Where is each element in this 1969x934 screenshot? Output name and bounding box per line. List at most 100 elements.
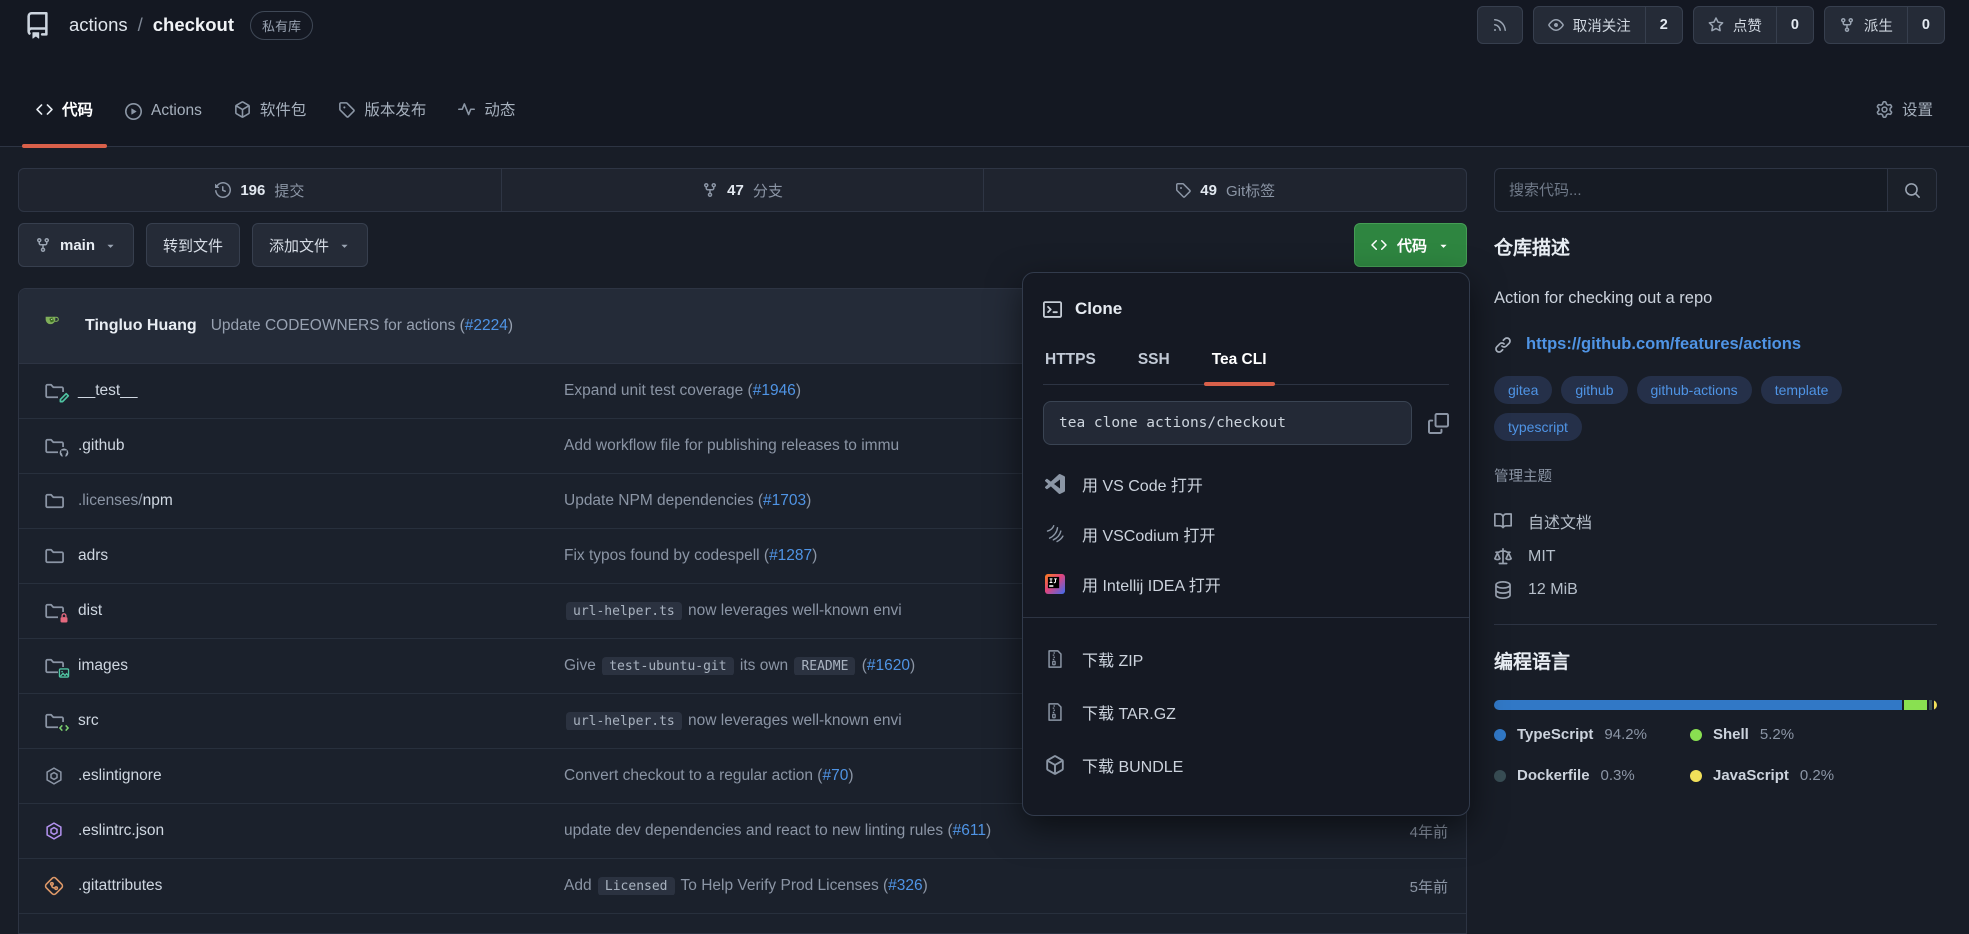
star-count[interactable]: 0: [1775, 7, 1813, 43]
package-icon: [1045, 754, 1065, 775]
breadcrumb-separator: /: [137, 14, 143, 35]
open-vscode[interactable]: 用 VS Code 打开: [1043, 459, 1449, 509]
issue-link[interactable]: #611: [952, 822, 986, 839]
file-name[interactable]: __test__: [78, 382, 138, 399]
code-search-button[interactable]: [1887, 169, 1936, 211]
file-name[interactable]: .licenses/npm: [78, 492, 173, 509]
file-row[interactable]: .licenses/npm Update NPM dependencies (#…: [19, 474, 1466, 529]
clone-dropdown: Clone HTTPS SSH Tea CLI tea clone actions/…: [1022, 272, 1470, 816]
issue-link[interactable]: #2224: [464, 317, 508, 334]
meta-size-label: 12 MiB: [1528, 581, 1578, 598]
file-name[interactable]: .gitattributes: [78, 877, 163, 894]
meta-readme[interactable]: 自述文档: [1494, 509, 1937, 533]
tab-settings-label: 设置: [1901, 102, 1933, 119]
rss-button[interactable]: [1476, 6, 1523, 44]
file-row[interactable]: __test__ Expand unit test coverage (#194…: [19, 364, 1466, 419]
open-intellij-label: 用 Intellij IDEA 打开: [1082, 578, 1221, 595]
open-vscodium-label: 用 VSCodium 打开: [1082, 528, 1216, 545]
file-name[interactable]: dist: [78, 602, 103, 619]
stat-branches[interactable]: 47 分支: [500, 169, 984, 211]
eye-icon: [1547, 17, 1564, 33]
file-row[interactable]: images Give test-ubuntu-git its own READ…: [19, 639, 1466, 694]
file-toolbar: main 转到文件 添加文件 代码: [18, 223, 1467, 267]
issue-link[interactable]: #1287: [769, 547, 813, 564]
breadcrumb-repo[interactable]: checkout: [152, 14, 234, 35]
unwatch-count[interactable]: 2: [1644, 7, 1682, 43]
file-row[interactable]: dist url-helper.ts now leverages well-kn…: [19, 584, 1466, 639]
download-bundle[interactable]: 下载 BUNDLE: [1043, 738, 1449, 791]
gear-icon: [1876, 100, 1893, 118]
breadcrumb-owner[interactable]: actions: [69, 14, 128, 35]
file-row[interactable]: .eslintignore Convert checkout to a regu…: [19, 749, 1466, 804]
search-icon: [1904, 182, 1921, 199]
fork-count[interactable]: 0: [1906, 7, 1944, 43]
stat-tags[interactable]: 49 Git标签: [983, 169, 1466, 211]
file-name[interactable]: images: [78, 657, 128, 674]
language-bar-shell: [1904, 700, 1927, 710]
stat-commits[interactable]: 196 提交: [19, 169, 501, 211]
unwatch-button[interactable]: 取消关注 2: [1532, 6, 1683, 44]
open-intellij[interactable]: 用 Intellij IDEA 打开: [1043, 559, 1449, 609]
fork-button[interactable]: 派生 0: [1823, 6, 1945, 44]
stat-commits-label: 提交: [274, 182, 305, 200]
tab-settings[interactable]: 设置: [1860, 98, 1949, 146]
issue-link[interactable]: #70: [822, 767, 849, 784]
copy-icon[interactable]: [1428, 412, 1449, 434]
clone-tab-https[interactable]: HTTPS: [1045, 351, 1096, 368]
branch-icon: [35, 237, 51, 253]
clone-tab-tea-cli[interactable]: Tea CLI: [1203, 351, 1275, 386]
issue-link[interactable]: #1620: [866, 657, 910, 674]
language-legend-javascript[interactable]: JavaScript 0.2%: [1690, 767, 1937, 784]
issue-link[interactable]: #1946: [752, 382, 796, 399]
clone-command-input[interactable]: tea clone actions/checkout: [1043, 401, 1412, 445]
file-row[interactable]: .eslintrc.json update dev dependencies a…: [19, 804, 1466, 859]
clone-tab-ssh[interactable]: SSH: [1137, 351, 1170, 368]
add-file-button[interactable]: 添加文件: [252, 223, 369, 267]
repo-description: Action for checking out a repo: [1494, 289, 1713, 307]
file-row[interactable]: .gitattributes Add Licensed To Help Veri…: [19, 859, 1466, 914]
open-vscodium[interactable]: 用 VSCodium 打开: [1043, 509, 1449, 559]
tab-releases[interactable]: 版本发布: [322, 98, 442, 146]
code-chip: url-helper.ts: [566, 712, 682, 730]
tab-packages[interactable]: 软件包: [218, 98, 323, 146]
language-bar-dockerfile: [1929, 700, 1932, 710]
open-vscode-label: 用 VS Code 打开: [1082, 478, 1203, 495]
topic-typescript[interactable]: typescript: [1494, 413, 1582, 441]
meta-license[interactable]: MIT: [1494, 548, 1937, 566]
language-legend-shell[interactable]: Shell 5.2%: [1690, 726, 1937, 743]
download-targz[interactable]: 下载 TAR.GZ: [1043, 685, 1449, 738]
language-legend-typescript[interactable]: TypeScript 94.2%: [1494, 726, 1690, 743]
file-name[interactable]: .eslintignore: [78, 767, 162, 784]
file-name[interactable]: .github: [78, 437, 125, 454]
code-search-input[interactable]: [1495, 169, 1887, 211]
file-row[interactable]: src url-helper.ts now leverages well-kno…: [19, 694, 1466, 749]
tab-activity[interactable]: 动态: [442, 98, 531, 146]
download-zip[interactable]: 下载 ZIP: [1043, 632, 1449, 685]
commit-author[interactable]: Tingluo Huang: [85, 317, 197, 334]
language-legend-dockerfile[interactable]: Dockerfile 0.3%: [1494, 767, 1690, 784]
topic-github[interactable]: github: [1561, 376, 1628, 404]
code-chip: test-ubuntu-git: [602, 657, 734, 675]
website-link[interactable]: https://github.com/features/actions: [1526, 335, 1802, 353]
file-name[interactable]: adrs: [78, 547, 109, 564]
file-name[interactable]: src: [78, 712, 99, 729]
tab-actions[interactable]: Actions: [109, 102, 218, 146]
file-row[interactable]: [19, 914, 1466, 933]
issue-link[interactable]: #326: [888, 877, 923, 894]
tab-code[interactable]: 代码: [20, 98, 109, 148]
file-row[interactable]: adrs Fix typos found by codespell (#1287…: [19, 529, 1466, 584]
issue-link[interactable]: #1703: [763, 492, 807, 509]
file-row[interactable]: .github Add workflow file for publishing…: [19, 419, 1466, 474]
goto-file-button[interactable]: 转到文件: [146, 223, 241, 267]
topic-gitea[interactable]: gitea: [1494, 376, 1553, 404]
vscode-icon: [1045, 474, 1065, 494]
file-name[interactable]: .eslintrc.json: [78, 822, 165, 839]
meta-size[interactable]: 12 MiB: [1494, 581, 1937, 599]
topic-github-actions[interactable]: github-actions: [1636, 376, 1752, 404]
folder-lock-icon: [44, 601, 70, 624]
manage-topics-link[interactable]: 管理主题: [1494, 469, 1552, 485]
star-button[interactable]: 点赞 0: [1692, 6, 1814, 44]
branch-selector[interactable]: main: [18, 223, 135, 267]
code-clone-button[interactable]: 代码: [1353, 223, 1467, 267]
topic-template[interactable]: template: [1760, 376, 1843, 404]
